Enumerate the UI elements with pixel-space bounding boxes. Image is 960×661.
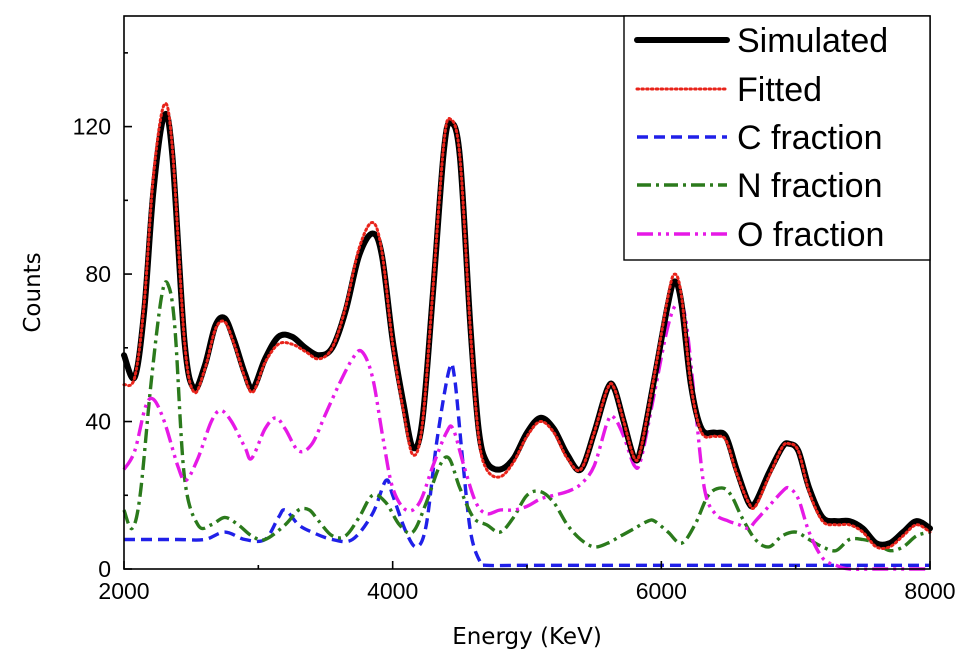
series-line-o-fraction [122,301,930,571]
legend: Simulated Fitted C fraction N fraction O… [623,15,931,261]
x-tick-label: 8000 [904,578,955,604]
series-line-c-fraction [124,362,930,568]
legend-label-fitted: Fitted [737,71,822,109]
x-tick-label: 6000 [636,578,687,604]
x-tick-label: 4000 [367,578,418,604]
y-tick-label: 120 [73,114,111,140]
x-tick-label: 2000 [98,578,149,604]
legend-label-simulated: Simulated [737,22,888,60]
series-line-fitted [122,102,932,550]
series-line-n-fraction [122,280,931,553]
legend-label-o-fraction: O fraction [737,216,884,254]
legend-label-c-fraction: C fraction [737,119,883,157]
x-axis-title: Energy (KeV) [452,624,602,650]
legend-label-n-fraction: N fraction [737,167,883,205]
y-tick-label: 0 [98,556,111,582]
plot-lines [121,102,933,571]
y-tick-label: 80 [85,261,111,287]
y-axis-title: Counts [20,252,46,332]
axis-ticks: 2000 4000 6000 8000 0 40 80 120 [73,52,956,604]
y-tick-label: 40 [85,409,111,435]
